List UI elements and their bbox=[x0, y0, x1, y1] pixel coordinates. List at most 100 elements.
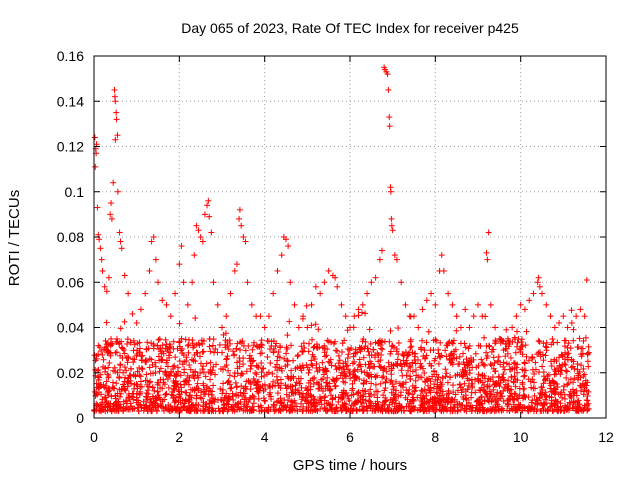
data-point bbox=[483, 349, 490, 356]
data-point bbox=[376, 363, 383, 370]
data-point bbox=[230, 348, 237, 355]
data-point bbox=[366, 358, 373, 365]
data-point bbox=[284, 373, 291, 380]
data-point bbox=[508, 366, 515, 373]
data-point bbox=[233, 345, 240, 352]
data-point bbox=[472, 350, 479, 357]
data-point bbox=[536, 369, 543, 376]
data-point bbox=[264, 337, 271, 344]
data-point bbox=[429, 373, 436, 380]
data-point bbox=[443, 353, 450, 360]
data-point bbox=[360, 391, 367, 398]
data-point bbox=[565, 380, 572, 387]
data-point bbox=[278, 367, 285, 374]
data-point bbox=[185, 349, 192, 356]
data-point bbox=[462, 392, 469, 399]
data-point bbox=[181, 400, 188, 407]
data-point bbox=[419, 365, 426, 372]
data-point bbox=[481, 362, 488, 369]
data-point bbox=[571, 375, 578, 382]
data-point bbox=[411, 387, 418, 394]
data-point bbox=[512, 349, 519, 356]
data-point bbox=[495, 353, 502, 360]
data-point bbox=[564, 406, 571, 413]
data-point bbox=[433, 399, 440, 406]
data-point bbox=[119, 381, 126, 388]
data-point bbox=[520, 373, 527, 380]
data-point bbox=[399, 372, 406, 379]
data-point bbox=[199, 349, 206, 356]
data-point bbox=[559, 394, 566, 401]
data-point bbox=[356, 356, 363, 363]
data-point bbox=[380, 367, 387, 374]
data-point bbox=[156, 335, 163, 342]
data-point bbox=[420, 353, 427, 360]
data-point bbox=[297, 365, 304, 372]
data-point bbox=[460, 395, 467, 402]
data-point bbox=[511, 390, 518, 397]
data-point bbox=[303, 302, 310, 309]
data-point bbox=[465, 345, 472, 352]
data-point bbox=[146, 364, 153, 371]
data-point bbox=[530, 408, 537, 415]
data-point bbox=[468, 380, 475, 387]
data-point bbox=[293, 379, 300, 386]
data-point bbox=[216, 341, 223, 348]
data-point bbox=[387, 327, 394, 334]
data-point bbox=[392, 378, 399, 385]
data-point bbox=[159, 356, 166, 363]
data-point bbox=[342, 372, 349, 379]
data-point bbox=[147, 378, 154, 385]
data-point bbox=[226, 372, 233, 379]
data-point bbox=[259, 365, 266, 372]
data-point bbox=[521, 372, 528, 379]
data-point bbox=[518, 336, 525, 343]
data-point bbox=[176, 358, 183, 365]
data-point bbox=[309, 362, 316, 369]
data-point bbox=[561, 391, 568, 398]
data-point bbox=[337, 364, 344, 371]
data-point bbox=[437, 385, 444, 392]
data-point bbox=[220, 380, 227, 387]
data-point bbox=[186, 374, 193, 381]
data-point bbox=[185, 341, 192, 348]
data-point bbox=[393, 348, 400, 355]
data-point bbox=[349, 387, 356, 394]
data-point bbox=[435, 360, 442, 367]
data-point bbox=[402, 360, 409, 367]
data-point bbox=[229, 390, 236, 397]
data-point bbox=[472, 389, 479, 396]
data-point bbox=[443, 370, 450, 377]
data-point bbox=[288, 367, 295, 374]
data-point bbox=[260, 365, 267, 372]
data-point bbox=[136, 364, 143, 371]
data-point bbox=[394, 356, 401, 363]
data-point bbox=[405, 367, 412, 374]
data-point bbox=[454, 387, 461, 394]
data-point bbox=[293, 403, 300, 410]
data-point bbox=[157, 376, 164, 383]
data-point bbox=[305, 340, 312, 347]
data-point bbox=[274, 377, 281, 384]
data-point bbox=[344, 355, 351, 362]
data-point bbox=[551, 356, 558, 363]
data-point bbox=[105, 400, 112, 407]
data-point bbox=[503, 326, 510, 333]
data-point bbox=[124, 359, 131, 366]
data-point bbox=[423, 339, 430, 346]
data-point bbox=[548, 403, 555, 410]
data-point bbox=[124, 341, 131, 348]
data-point bbox=[237, 389, 244, 396]
data-point bbox=[151, 387, 158, 394]
data-point bbox=[509, 393, 516, 400]
data-point bbox=[444, 342, 451, 349]
data-point bbox=[418, 387, 425, 394]
data-point bbox=[479, 359, 486, 366]
data-point bbox=[172, 397, 179, 404]
data-point bbox=[206, 343, 213, 350]
data-point bbox=[313, 379, 320, 386]
data-point bbox=[350, 374, 357, 381]
data-point bbox=[315, 326, 322, 333]
data-point bbox=[256, 408, 263, 415]
